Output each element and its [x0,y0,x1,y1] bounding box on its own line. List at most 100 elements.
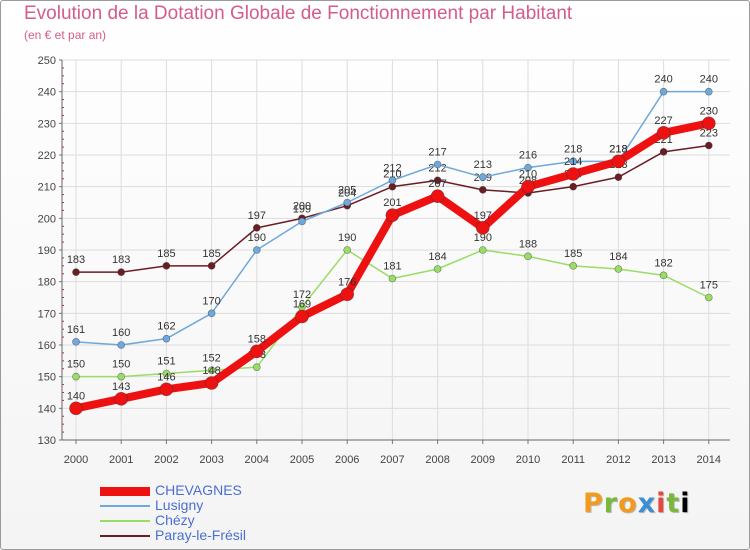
point-chezy [388,274,397,283]
point-chevagnes [385,208,400,222]
x-tick-label: 2006 [335,454,359,466]
legend-swatch [100,520,150,522]
point-lusigny [433,160,442,169]
y-tick-label: 160 [38,340,56,352]
data-label-paray-le-fresil: 200 [293,200,311,212]
x-tick-label: 2000 [64,454,88,466]
data-label-chevagnes: 210 [519,169,537,181]
point-chevagnes [430,189,445,203]
point-chezy [614,265,623,273]
point-paray-le-fresil [207,262,216,270]
point-chevagnes [656,126,671,140]
y-tick-label: 150 [38,372,56,384]
point-lusigny [478,173,487,181]
point-chezy [252,363,261,371]
point-chezy [72,372,80,381]
data-label-lusigny: 160 [112,327,130,339]
x-tick-label: 2004 [245,454,269,466]
y-tick-label: 230 [38,118,56,130]
point-paray-le-fresil [659,148,668,156]
chart-title: Evolution de la Dotation Globale de Fonc… [24,3,573,24]
point-lusigny [162,334,171,343]
y-tick-label: 200 [38,213,56,225]
point-paray-le-fresil [569,182,578,191]
data-label-paray-le-fresil: 210 [383,169,401,181]
point-chevagnes [159,382,174,397]
data-label-lusigny: 213 [474,159,492,171]
point-paray-le-fresil [704,141,713,150]
x-tick-label: 2010 [516,454,540,466]
data-label-paray-le-fresil: 204 [338,188,356,200]
x-tick-label: 2005 [290,454,314,466]
data-label-chezy: 185 [564,248,582,260]
point-paray-le-fresil [252,224,261,232]
data-label-paray-le-fresil: 223 [700,128,718,140]
x-tick-label: 2002 [154,454,178,466]
point-lusigny [207,309,216,318]
legend-label: CHEVAGNES [155,482,242,498]
y-tick-label: 130 [38,435,56,447]
x-tick-label: 2014 [697,454,721,466]
point-lusigny [117,341,125,349]
data-label-chezy: 182 [654,257,672,269]
point-chevagnes [475,221,490,235]
legend-label: Paray-le-Frésil [155,527,247,543]
point-paray-le-fresil [478,186,487,194]
x-tick-label: 2001 [109,454,133,466]
data-label-chevagnes: 230 [700,105,718,117]
data-label-chevagnes: 148 [202,365,220,377]
point-chevagnes [295,309,309,324]
x-tick-label: 2003 [199,454,223,466]
point-paray-le-fresil [433,176,442,185]
point-chezy [704,293,713,302]
data-label-lusigny: 216 [519,150,537,162]
data-label-chevagnes: 169 [293,299,311,311]
logo-letter: r [603,488,619,519]
data-label-chevagnes: 218 [609,143,627,155]
point-chezy [569,262,578,270]
data-label-chezy: 184 [428,251,446,263]
point-paray-le-fresil [162,262,171,270]
logo-letter: x [637,488,657,519]
point-chevagnes [249,344,264,359]
y-tick-label: 220 [38,150,56,162]
point-chezy [478,246,487,254]
x-tick-label: 2013 [651,454,675,466]
data-label-chevagnes: 143 [112,381,130,393]
data-label-lusigny: 190 [248,232,266,244]
data-label-chezy: 150 [67,359,85,371]
data-label-lusigny: 218 [564,143,582,155]
data-label-chevagnes: 227 [654,115,672,127]
legend-swatch [100,505,150,507]
data-label-chevagnes: 176 [338,276,356,288]
point-lusigny [388,176,397,185]
data-label-lusigny: 161 [67,324,85,336]
point-chevagnes [114,392,128,406]
point-lusigny [252,246,261,254]
point-chezy [433,265,442,273]
data-label-lusigny: 205 [338,185,356,197]
point-lusigny [298,217,306,226]
data-label-chevagnes: 214 [564,156,582,168]
y-tick-label: 190 [38,245,56,257]
data-label-chevagnes: 197 [474,210,492,222]
y-tick-label: 250 [38,55,56,67]
data-label-chezy: 188 [519,238,537,250]
data-label-chevagnes: 146 [157,371,175,383]
data-label-lusigny: 218 [609,143,627,155]
data-label-chezy: 175 [700,280,718,292]
data-label-chevagnes: 140 [67,390,85,402]
data-label-lusigny: 212 [383,162,401,174]
legend-label: Lusigny [155,497,204,513]
point-chezy [659,271,668,280]
data-label-lusigny: 240 [654,74,672,86]
data-label-chevagnes: 207 [428,178,446,190]
data-label-lusigny: 217 [428,147,446,159]
point-lusigny [343,198,352,207]
data-label-lusigny: 240 [700,74,718,86]
data-label-chevagnes: 158 [248,333,266,345]
x-tick-label: 2009 [471,454,495,466]
legend-swatch [100,487,150,496]
data-label-lusigny: 199 [293,204,311,216]
x-tick-label: 2011 [561,454,585,466]
